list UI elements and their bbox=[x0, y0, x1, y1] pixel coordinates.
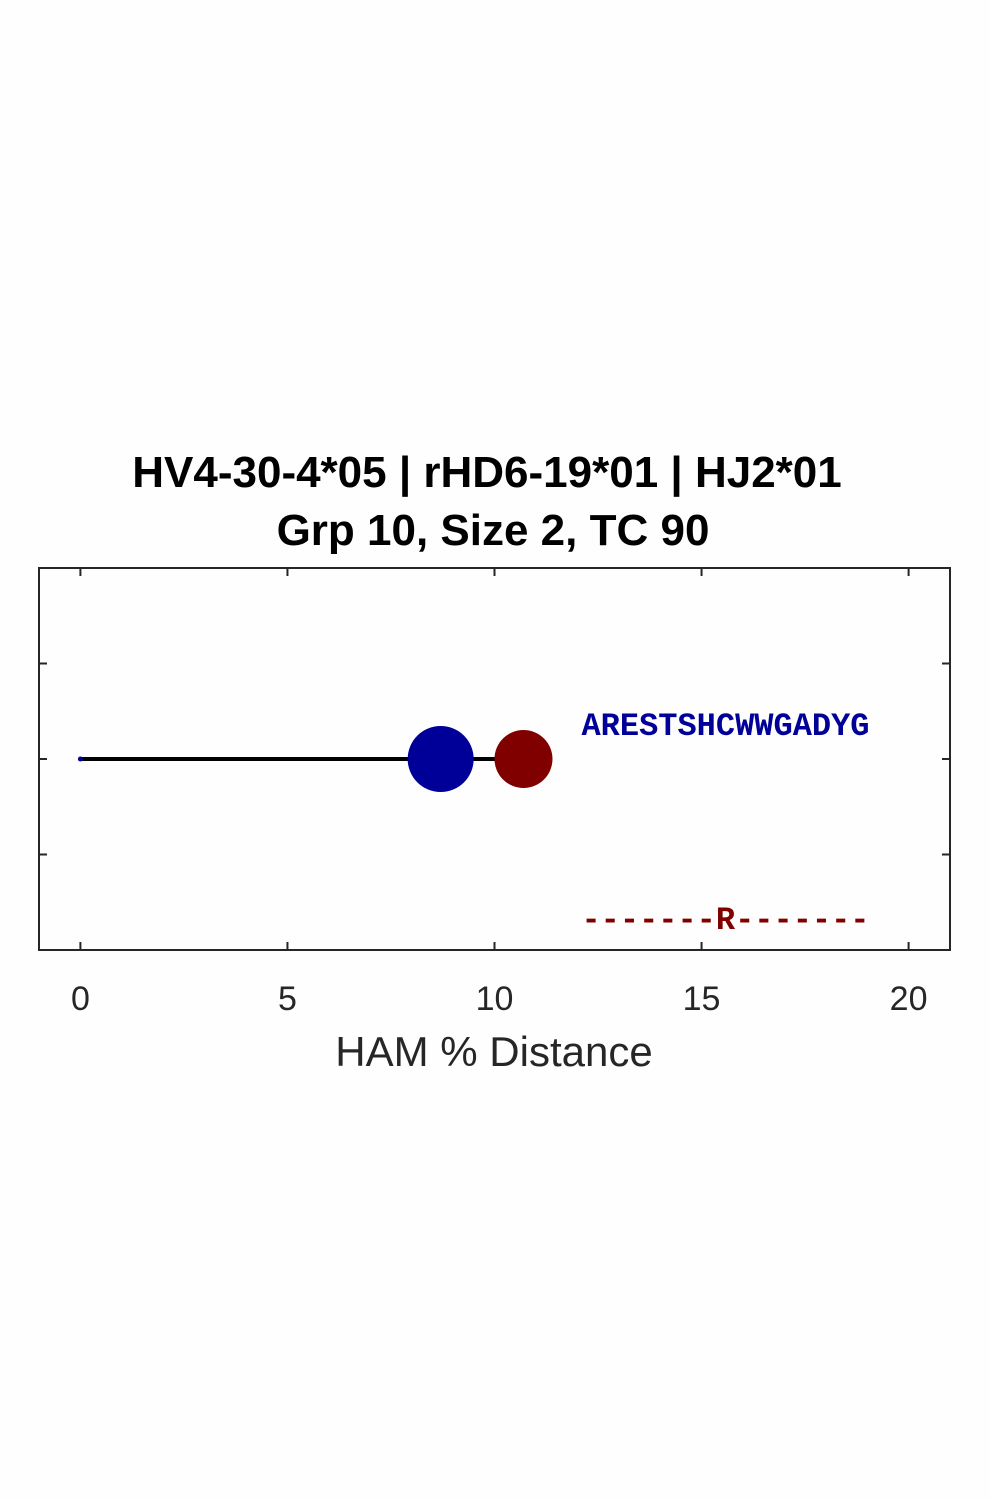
chart-title-line-1: HV4-30-4*05 | rHD6-19*01 | HJ2*01 bbox=[132, 448, 841, 498]
sequence-annotation: -------R------- bbox=[581, 902, 869, 939]
x-tick-label: 10 bbox=[476, 980, 514, 1018]
x-axis-ticks: 0 5 10 15 20 bbox=[71, 568, 928, 1018]
x-tick-label: 5 bbox=[278, 980, 297, 1018]
sequence-annotation: ARESTSHCWWGADYG bbox=[581, 708, 869, 745]
node-point bbox=[407, 726, 474, 792]
chart-title-line-2: Grp 10, Size 2, TC 90 bbox=[277, 506, 710, 555]
x-axis-label: HAM % Distance bbox=[335, 1028, 652, 1075]
data-marks: ARESTSHCWWGADYG -------R------- bbox=[77, 708, 870, 939]
x-tick-label: 0 bbox=[71, 980, 90, 1018]
node-point bbox=[494, 730, 553, 788]
y-axis-ticks bbox=[39, 567, 950, 951]
x-tick-label: 15 bbox=[683, 980, 721, 1018]
x-tick-label: 20 bbox=[890, 980, 928, 1018]
root-point bbox=[77, 756, 83, 762]
